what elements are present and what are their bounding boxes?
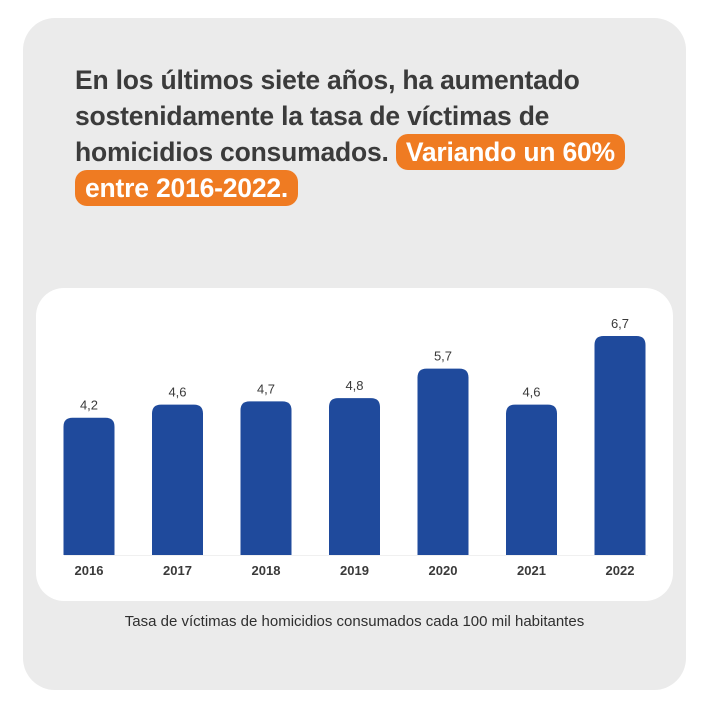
data-label-2019: 4,8: [345, 378, 363, 393]
data-label-2017: 4,6: [168, 385, 186, 400]
x-tick-label-2016: 2016: [75, 563, 104, 578]
x-tick-label-2017: 2017: [163, 563, 192, 578]
bar-2017: [152, 404, 203, 555]
data-label-2016: 4,2: [80, 398, 98, 413]
x-tick-label-2022: 2022: [606, 563, 635, 578]
x-tick-label-2019: 2019: [340, 563, 369, 578]
bar-2018: [240, 401, 292, 555]
bar-chart: 4,2 2016 4,6 2017 4,7 2018 4,8 2019 5,7 2020 4,6 20…: [63, 316, 648, 578]
x-tick-label-2021: 2021: [517, 563, 546, 578]
bar-2022: [594, 336, 646, 555]
bar-2020: [417, 368, 469, 555]
data-label-2018: 4,7: [257, 381, 275, 396]
data-label-2022: 6,7: [611, 316, 629, 331]
data-label-2020: 5,7: [434, 349, 452, 364]
headline-text: En los últimos siete años, ha aumentado …: [75, 65, 580, 167]
headline: En los últimos siete años, ha aumentado …: [75, 62, 675, 206]
chart-caption: Tasa de víctimas de homicidios consumado…: [124, 613, 585, 630]
bar-2016: [63, 417, 115, 555]
data-label-2021: 4,6: [522, 385, 540, 400]
x-tick-label-2018: 2018: [252, 563, 281, 578]
bar-2019: [329, 398, 380, 555]
bar-2021: [506, 404, 557, 555]
x-tick-label-2020: 2020: [429, 563, 458, 578]
